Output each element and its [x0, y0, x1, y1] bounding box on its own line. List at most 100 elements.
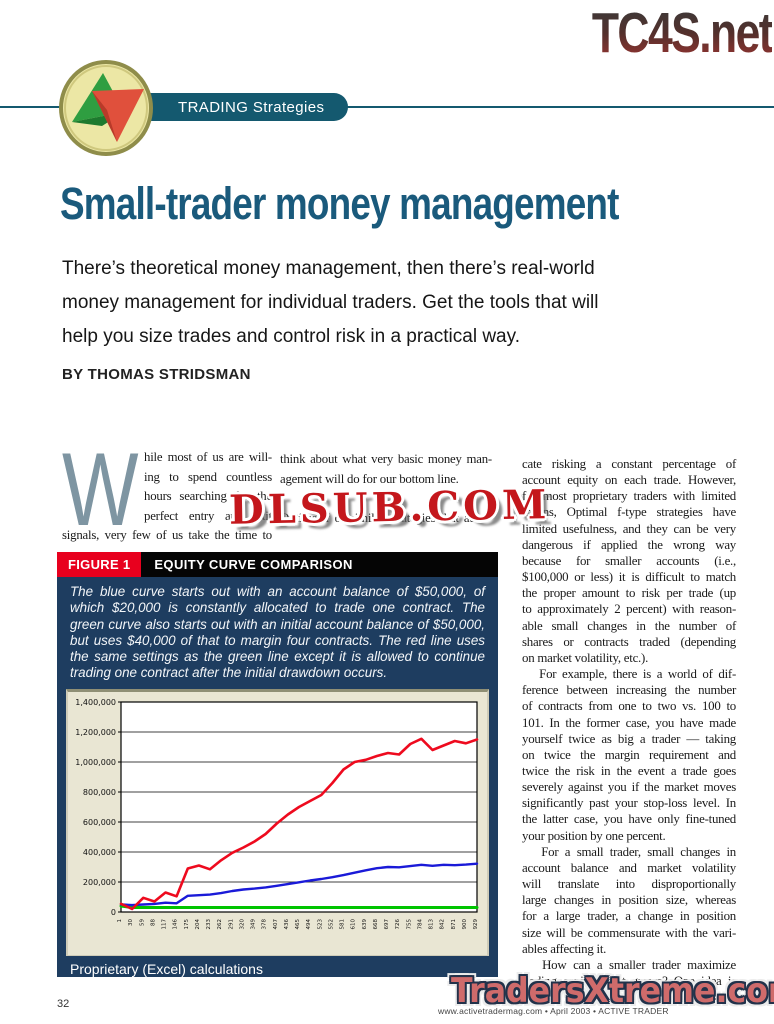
text-line: because for smaller accounts (i.e.,	[522, 553, 736, 568]
text-line: ference between increasing the number	[522, 683, 736, 698]
svg-text:30: 30	[128, 918, 134, 925]
svg-text:349: 349	[251, 918, 257, 929]
page-number: 32	[57, 998, 70, 1010]
text-line: on twice the margin requirement and	[522, 747, 736, 762]
footer-text: www.activetradermag.com • April 2003 • A…	[438, 1006, 669, 1016]
svg-text:639: 639	[362, 918, 368, 929]
text-line: of contracts from one to two vs. 100 to	[522, 699, 736, 714]
text-line: significantly past your stop-loss level.…	[522, 796, 736, 811]
svg-text:600,000: 600,000	[83, 818, 116, 827]
svg-text:320: 320	[239, 918, 245, 929]
svg-text:465: 465	[295, 918, 301, 929]
svg-text:610: 610	[351, 918, 357, 929]
figure-source: Proprietary (Excel) calculations	[70, 960, 263, 977]
svg-text:175: 175	[184, 918, 190, 929]
text-line: perfect entry and exit	[144, 508, 272, 523]
text-line: help you size trades and control risk in…	[62, 326, 520, 347]
text-line: account equity on each trade. However,	[522, 473, 736, 488]
equity-chart-svg: 0 200,000 400,000 600,000 800,000 1,000,000 1,…	[75, 698, 479, 930]
svg-text:1,200,000: 1,200,000	[75, 728, 116, 737]
svg-text:1,000,000: 1,000,000	[75, 758, 116, 767]
text-line: twice the risk in the event a trade goes	[522, 763, 736, 778]
intro-deck: There’s theoretical money management, th…	[62, 252, 642, 354]
section-banner-label: TRADING Strategies	[178, 98, 325, 116]
svg-text:929: 929	[473, 918, 479, 929]
header-rule	[0, 106, 774, 108]
svg-text:59: 59	[139, 918, 145, 925]
svg-text:581: 581	[340, 919, 346, 930]
text-line: dangerous if applied the wrong way	[522, 537, 736, 552]
text-line: shares or contracts traded (depending	[522, 634, 736, 649]
svg-text:436: 436	[284, 918, 290, 929]
svg-text:784: 784	[417, 918, 423, 929]
svg-text:900: 900	[462, 918, 468, 929]
article-column-3: cate risking a constant percentage of acc…	[522, 456, 736, 1007]
figure-label-badge: FIGURE 1	[57, 552, 142, 577]
svg-text:494: 494	[306, 918, 312, 929]
text-line: Optimal f or similar strategies that adv…	[280, 511, 492, 526]
text-line: severely against you if the market moves	[522, 780, 736, 795]
text-line: for a large trader, a change in position	[522, 909, 736, 924]
article-line: signals, very few of us take the time to	[62, 528, 272, 542]
svg-text:755: 755	[406, 918, 412, 929]
text-line: size will be commensurate with the vari-	[522, 925, 736, 940]
text-line: your position by one percent.	[522, 828, 666, 843]
dropcap-w: W	[62, 432, 139, 548]
text-line: 101. In the former case, you have made	[522, 715, 736, 730]
text-line: hile most of us are will-	[144, 450, 272, 464]
watermark-tradersxtreme: TradersXtreme.com	[451, 971, 774, 1011]
text-line: able small changes in the number of	[522, 618, 736, 633]
text-line: for most proprietary traders with limite…	[522, 489, 736, 504]
text-line: limited usefulness, and they can be very	[522, 521, 736, 536]
svg-text:200,000: 200,000	[83, 878, 116, 887]
svg-text:871: 871	[451, 919, 457, 930]
text-line: For a small trader, small changes in	[522, 844, 736, 859]
svg-text:842: 842	[440, 919, 446, 930]
figure-title: EQUITY CURVE COMPARISON	[154, 557, 353, 572]
svg-text:1: 1	[117, 919, 123, 923]
svg-text:668: 668	[373, 918, 379, 929]
text-line: the latter case, you have only fine-tune…	[522, 812, 736, 827]
watermark-tc4s: TC4S.net	[591, 1, 774, 65]
svg-text:233: 233	[206, 918, 212, 929]
svg-text:523: 523	[317, 918, 323, 929]
watermark-dlsub: DLSUB.COM	[228, 481, 551, 534]
article-column-1: W hile most of us are will-ing to spend …	[62, 432, 272, 548]
continued-note: continued on p. 34	[637, 992, 737, 1007]
trading-strategies-logo-icon	[58, 60, 154, 156]
text-line: hours searching for the	[144, 489, 272, 503]
svg-text:262: 262	[217, 919, 223, 930]
text-line: the proper amount to risk per trade (up	[522, 586, 736, 601]
text-line: on market volatility, etc.).	[522, 650, 649, 665]
svg-text:800,000: 800,000	[83, 788, 116, 797]
text-line: cate risking a constant percentage of	[522, 457, 736, 471]
text-line: ing to spend countless	[144, 469, 272, 484]
text-line: agement will do for our bottom line.	[280, 471, 459, 486]
svg-text:726: 726	[395, 918, 401, 929]
svg-text:0: 0	[111, 908, 116, 917]
text-line: There’s theoretical money management, th…	[62, 258, 595, 279]
svg-text:813: 813	[429, 918, 435, 929]
figure-1-box: FIGURE 1 EQUITY CURVE COMPARISON The blu…	[57, 552, 498, 977]
svg-text:407: 407	[273, 918, 279, 929]
svg-text:291: 291	[228, 919, 234, 930]
text-line: money management for individual traders.…	[62, 292, 599, 313]
text-line: How can a smaller trader maximize	[522, 957, 736, 972]
figure-header: FIGURE 1 EQUITY CURVE COMPARISON	[57, 552, 498, 577]
text-line: trading capital as it grows? One idea is	[522, 974, 736, 988]
svg-text:378: 378	[262, 918, 268, 929]
text-line: will translate into disproportionally	[522, 877, 736, 892]
svg-text:146: 146	[173, 918, 179, 929]
article-column-2: think about what very basic money man-ag…	[280, 450, 492, 529]
text-line: account balance and market volatility	[522, 860, 736, 875]
svg-text:697: 697	[384, 918, 390, 929]
figure-caption: The blue curve starts out with an accoun…	[70, 584, 485, 681]
svg-text:400,000: 400,000	[83, 848, 116, 857]
page-title: Small-trader money management	[60, 178, 619, 229]
text-line: means, Optimal f-type strategies have	[522, 505, 736, 520]
svg-text:88: 88	[150, 918, 156, 925]
svg-text:1,400,000: 1,400,000	[75, 698, 116, 707]
text-line: to approximately 2 percent) with reason-	[522, 602, 736, 617]
svg-text:552: 552	[328, 919, 334, 930]
